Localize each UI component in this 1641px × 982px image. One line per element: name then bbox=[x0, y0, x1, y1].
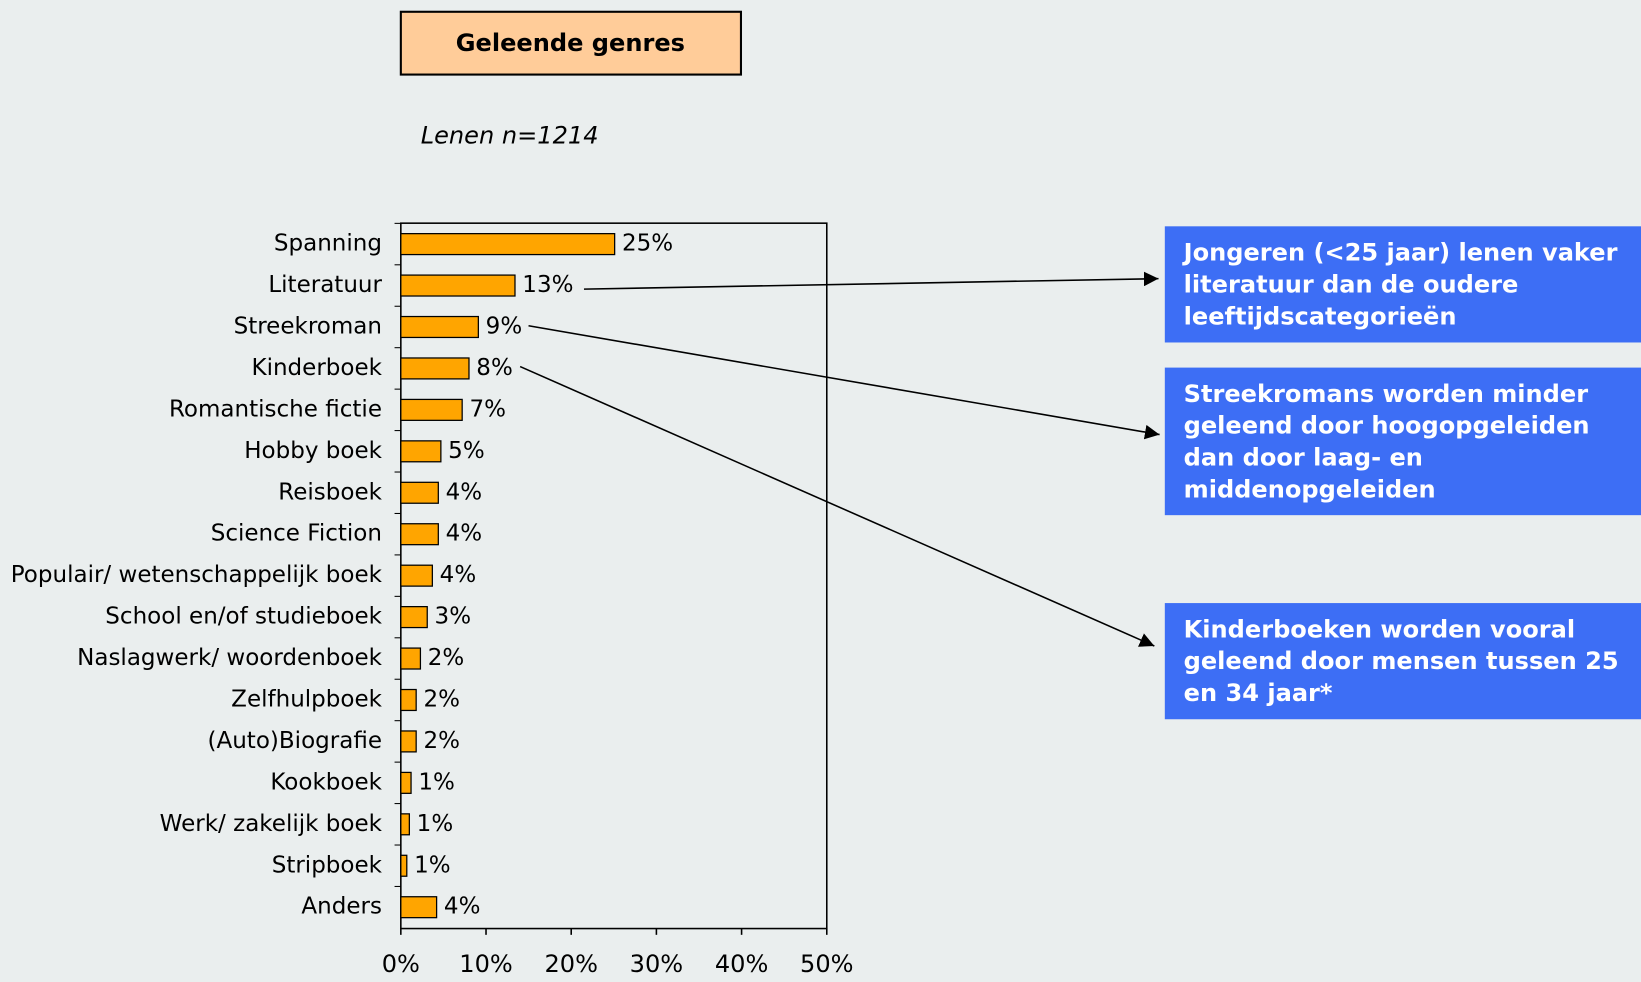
y-tick-label: Populair/ wetenschappelijk boek bbox=[11, 562, 383, 588]
bar bbox=[400, 606, 428, 629]
y-tick-label: Zelfhulpboek bbox=[231, 686, 382, 712]
annotation-box bbox=[1164, 367, 1641, 516]
annotation-arrow bbox=[519, 365, 1155, 647]
annotation-arrow bbox=[528, 324, 1160, 440]
value-label: 4% bbox=[446, 479, 483, 505]
y-tick-label: Stripboek bbox=[272, 852, 383, 878]
y-tick-label: Science Fiction bbox=[211, 521, 382, 547]
x-tick-label: 10% bbox=[459, 950, 512, 978]
bar bbox=[400, 398, 463, 421]
y-tick-label: Kinderboek bbox=[251, 355, 382, 381]
value-label: 4% bbox=[440, 562, 477, 588]
annotation-text: en 34 jaar* bbox=[1184, 679, 1333, 707]
y-tick-label: Literatuur bbox=[268, 272, 382, 298]
annotation-text: leeftijdscategorieën bbox=[1184, 302, 1457, 330]
value-label: 13% bbox=[522, 272, 573, 298]
x-tick-label: 50% bbox=[800, 950, 853, 978]
value-label: 3% bbox=[435, 604, 472, 630]
y-tick-label: Naslagwerk/ woordenboek bbox=[77, 645, 383, 671]
value-label: 2% bbox=[428, 645, 465, 671]
value-label: 1% bbox=[418, 769, 455, 795]
value-label: 7% bbox=[469, 396, 506, 422]
annotation-arrow bbox=[583, 271, 1159, 290]
bar bbox=[400, 564, 433, 587]
value-label: 1% bbox=[417, 811, 454, 837]
value-label: 2% bbox=[423, 728, 460, 754]
y-tick-label: Anders bbox=[301, 894, 382, 920]
annotation-text: Kinderboeken worden vooral bbox=[1184, 615, 1575, 643]
value-label: 2% bbox=[423, 686, 460, 712]
annotation-text: middenopgeleiden bbox=[1184, 476, 1436, 504]
x-tick-label: 20% bbox=[544, 950, 597, 978]
x-tick-label: 30% bbox=[630, 950, 683, 978]
bar bbox=[400, 730, 417, 753]
bar bbox=[400, 771, 412, 794]
annotation-text: geleend door hoogopgeleiden bbox=[1184, 412, 1590, 440]
value-label: 4% bbox=[446, 521, 483, 547]
y-tick-label: School en/of studieboek bbox=[105, 604, 382, 630]
value-label: 9% bbox=[486, 313, 523, 339]
y-tick-label: Romantische fictie bbox=[169, 396, 382, 422]
annotation-text: geleend door mensen tussen 25 bbox=[1184, 647, 1619, 675]
y-tick-label: (Auto)Biografie bbox=[207, 728, 382, 754]
bar bbox=[400, 854, 408, 877]
annotation-text: Jongeren (<25 jaar) lenen vaker bbox=[1182, 239, 1618, 267]
x-tick-label: 0% bbox=[382, 950, 420, 978]
y-tick-label: Werk/ zakelijk boek bbox=[160, 811, 383, 837]
title-box bbox=[399, 10, 743, 76]
bar bbox=[400, 896, 438, 919]
annotation-text: dan door laag- en bbox=[1184, 444, 1423, 472]
bar bbox=[400, 357, 470, 380]
value-label: 5% bbox=[448, 438, 485, 464]
bar bbox=[400, 647, 422, 670]
value-label: 8% bbox=[476, 355, 513, 381]
subtitle: Lenen n=1214 bbox=[421, 121, 599, 149]
value-label: 1% bbox=[414, 852, 451, 878]
bar bbox=[400, 274, 516, 297]
y-tick-label: Hobby boek bbox=[244, 438, 382, 464]
annotation-text: Streekromans worden minder bbox=[1184, 380, 1589, 408]
annotation-box bbox=[1164, 226, 1641, 343]
x-tick-label: 40% bbox=[715, 950, 768, 978]
bar bbox=[400, 315, 479, 339]
bar bbox=[400, 688, 417, 712]
value-label: 25% bbox=[622, 231, 673, 257]
value-label: 4% bbox=[444, 894, 481, 920]
y-tick-label: Reisboek bbox=[278, 479, 382, 505]
chart-title: Geleende genres bbox=[456, 29, 685, 57]
bar bbox=[400, 481, 439, 504]
y-tick-label: Streekroman bbox=[234, 313, 382, 339]
bar bbox=[400, 440, 442, 463]
annotation-text: literatuur dan de oudere bbox=[1184, 270, 1519, 298]
y-tick-label: Kookboek bbox=[270, 769, 382, 795]
y-tick-label: Spanning bbox=[274, 231, 382, 257]
bar bbox=[400, 233, 616, 256]
bar bbox=[400, 523, 439, 546]
bar bbox=[400, 813, 410, 836]
annotation-box bbox=[1164, 603, 1641, 720]
